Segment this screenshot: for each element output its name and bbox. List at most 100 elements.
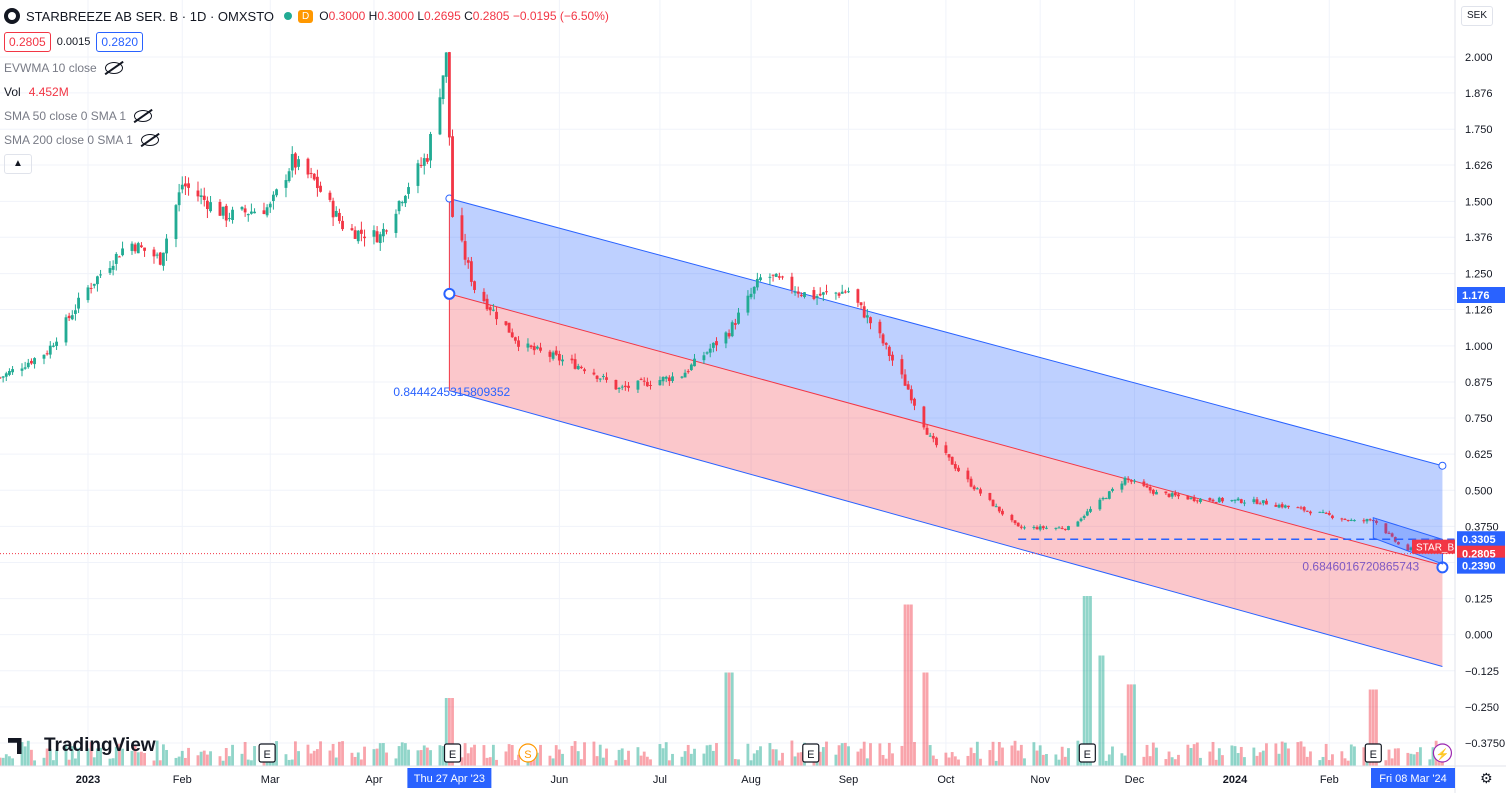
volume-bar xyxy=(1390,758,1394,766)
volume-bar xyxy=(64,744,68,766)
volume-bar xyxy=(1038,745,1042,766)
volume-bar xyxy=(341,741,344,766)
candle-body xyxy=(205,200,209,210)
candle-body xyxy=(1167,493,1171,497)
candle-body xyxy=(1001,510,1004,515)
indicator-volume[interactable]: Vol 4.452M xyxy=(4,84,609,100)
eye-hidden-icon[interactable] xyxy=(140,134,159,146)
candle-body xyxy=(422,158,426,166)
volume-bar xyxy=(1393,748,1397,766)
candle-body xyxy=(1101,497,1105,500)
volume-bar xyxy=(931,755,935,766)
sell-price-button[interactable]: 0.2805 xyxy=(4,32,51,52)
candle-body xyxy=(834,292,838,294)
legend: STARBREEZE AB SER. B · 1D · OMXSTO D O0.… xyxy=(4,6,609,174)
volume-bar xyxy=(268,759,272,766)
candle-body xyxy=(532,346,536,351)
symbol-title[interactable]: STARBREEZE AB SER. B · 1D · OMXSTO xyxy=(26,8,275,24)
volume-bar xyxy=(513,760,517,766)
volume-bar xyxy=(510,745,514,766)
candle-body xyxy=(557,353,561,361)
candle-body xyxy=(620,386,624,388)
candle-body xyxy=(1236,498,1240,501)
collapse-legend-button[interactable]: ▲ xyxy=(4,154,32,174)
candle-body xyxy=(199,195,203,198)
indicator-sma200[interactable]: SMA 200 close 0 SMA 1 xyxy=(4,132,609,148)
candle-body xyxy=(623,385,627,388)
volume-bar xyxy=(356,752,360,766)
eye-hidden-icon[interactable] xyxy=(104,62,123,74)
volume-bar xyxy=(689,753,693,766)
indicator-sma50[interactable]: SMA 50 close 0 SMA 1 xyxy=(4,108,609,124)
candle-body xyxy=(526,343,530,348)
volume-bar xyxy=(416,750,420,766)
candle-body xyxy=(397,200,401,212)
volume-bar xyxy=(1258,752,1262,766)
candle-body xyxy=(1173,493,1177,496)
channel-handle-icon xyxy=(443,287,456,300)
volume-bar xyxy=(1409,753,1413,766)
event-icon xyxy=(443,743,462,763)
y-tick-label: 1.626 xyxy=(1465,160,1493,172)
volume-bar xyxy=(903,604,907,766)
volume-bar xyxy=(865,758,869,766)
volume-bar xyxy=(812,760,816,766)
indicator-value: 4.452M xyxy=(28,85,69,99)
candle-body xyxy=(884,342,888,345)
candle-body xyxy=(1041,526,1045,529)
indicator-evwma[interactable]: EVWMA 10 close xyxy=(4,60,609,76)
volume-bar xyxy=(1107,754,1111,766)
candle-body xyxy=(517,340,520,347)
candle-body xyxy=(20,368,24,371)
candle-body xyxy=(253,211,256,214)
symbol-logo-icon xyxy=(4,8,20,24)
candle-body xyxy=(334,210,338,217)
volume-bar xyxy=(859,748,863,766)
currency-selector[interactable]: SEK xyxy=(1461,6,1493,26)
candle-body xyxy=(649,385,652,387)
data-badge: D xyxy=(298,9,314,23)
eye-hidden-icon[interactable] xyxy=(134,110,153,122)
candle-body xyxy=(381,228,385,237)
candle-body xyxy=(825,291,828,293)
price-label-bg xyxy=(1457,287,1505,304)
candle-body xyxy=(1208,497,1212,501)
volume-bar xyxy=(1104,760,1108,766)
indicator-label: SMA 50 close 0 SMA 1 xyxy=(4,109,127,123)
volume-bar xyxy=(77,748,80,766)
candle-body xyxy=(403,195,407,204)
volume-bar xyxy=(683,751,687,766)
candle-body xyxy=(796,291,800,294)
candle-body xyxy=(1362,520,1366,522)
candle-body xyxy=(161,252,165,266)
volume-bar xyxy=(108,758,112,766)
volume-bar xyxy=(825,741,828,766)
tradingview-logo[interactable]: TradingView xyxy=(8,735,156,757)
volume-bar xyxy=(686,744,690,766)
volume-bar xyxy=(227,756,231,766)
volume-bar xyxy=(306,744,310,766)
volume-bar xyxy=(33,760,36,766)
gear-icon[interactable]: ⚙ xyxy=(1480,770,1493,786)
candle-body xyxy=(592,372,596,375)
candle-body xyxy=(143,247,146,251)
volume-bar xyxy=(400,742,404,766)
volume-bar xyxy=(1217,748,1221,766)
volume-bar xyxy=(143,753,146,766)
volume-bar xyxy=(52,760,55,766)
volume-bar xyxy=(407,749,410,766)
volume-bar xyxy=(385,752,388,766)
candle-body xyxy=(309,172,313,174)
volume-bar xyxy=(397,746,401,766)
ohlc-values: O0.3000 H0.3000 L0.2695 C0.2805 −0.0195 … xyxy=(319,9,609,23)
candle-body xyxy=(755,278,759,288)
candle-body xyxy=(466,260,470,263)
candle-body xyxy=(1060,527,1064,529)
volume-bar xyxy=(118,743,121,766)
candle-body xyxy=(315,176,319,189)
volume-bar xyxy=(92,757,96,766)
volume-bar xyxy=(790,740,794,766)
buy-price-button[interactable]: 0.2820 xyxy=(96,32,144,52)
channel-deviation-label: 0.844424531580935​2 xyxy=(393,385,510,399)
